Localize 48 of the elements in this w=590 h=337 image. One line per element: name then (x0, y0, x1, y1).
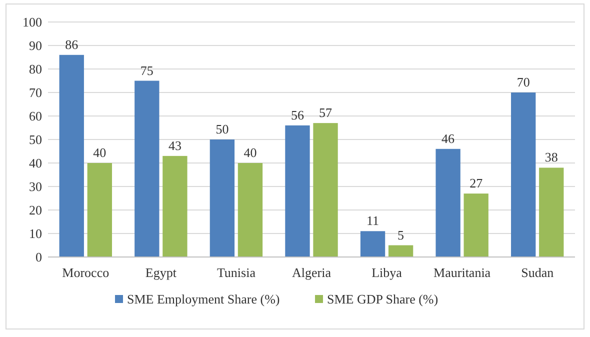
data-label: 70 (516, 74, 530, 90)
y-tick-label: 30 (29, 179, 42, 194)
bar (539, 168, 564, 257)
bar (388, 245, 414, 257)
x-tick-label: Tunisia (216, 265, 256, 280)
legend-label: SME Employment Share (%) (127, 292, 280, 307)
bar (511, 92, 536, 257)
bar (59, 54, 84, 257)
data-label: 57 (319, 105, 333, 120)
data-label: 43 (168, 138, 182, 153)
bar (285, 125, 310, 257)
bar (238, 163, 263, 257)
data-label: 38 (544, 150, 558, 165)
y-tick-label: 0 (36, 250, 42, 265)
data-label: 11 (366, 213, 380, 228)
y-tick-label: 20 (29, 202, 42, 218)
bar (313, 123, 338, 257)
bar (210, 140, 235, 257)
y-tick-label: 80 (29, 62, 42, 77)
bar (87, 163, 112, 257)
legend-label: SME GDP Share (%) (327, 292, 438, 307)
x-tick-label: Sudan (521, 265, 554, 280)
data-label: 56 (290, 107, 304, 122)
y-tick-label: 60 (29, 108, 42, 124)
data-label: 5 (398, 227, 404, 242)
x-tick-label: Morocco (62, 265, 110, 280)
x-tick-label: Egypt (145, 265, 177, 280)
y-tick-label: 40 (29, 156, 42, 171)
y-tick-label: 50 (29, 132, 42, 148)
bar (436, 148, 460, 257)
data-label: 75 (140, 62, 154, 78)
y-tick-label: 10 (29, 226, 42, 242)
x-tick-label: Algeria (292, 265, 332, 280)
data-label: 50 (216, 122, 229, 136)
y-tick-label: 90 (29, 38, 42, 54)
data-label: 46 (442, 130, 456, 146)
y-tick-label: 70 (29, 85, 42, 100)
data-label: 40 (244, 145, 257, 160)
bar (360, 231, 386, 257)
bar (134, 80, 160, 257)
data-label: 27 (470, 176, 484, 191)
bar (162, 156, 188, 257)
data-label: 40 (93, 145, 106, 160)
x-tick-label: Libya (372, 265, 402, 280)
y-tick-label: 100 (22, 14, 42, 30)
bar (464, 194, 488, 257)
data-label: 86 (65, 36, 79, 52)
x-tick-label: Mauritania (434, 265, 491, 280)
